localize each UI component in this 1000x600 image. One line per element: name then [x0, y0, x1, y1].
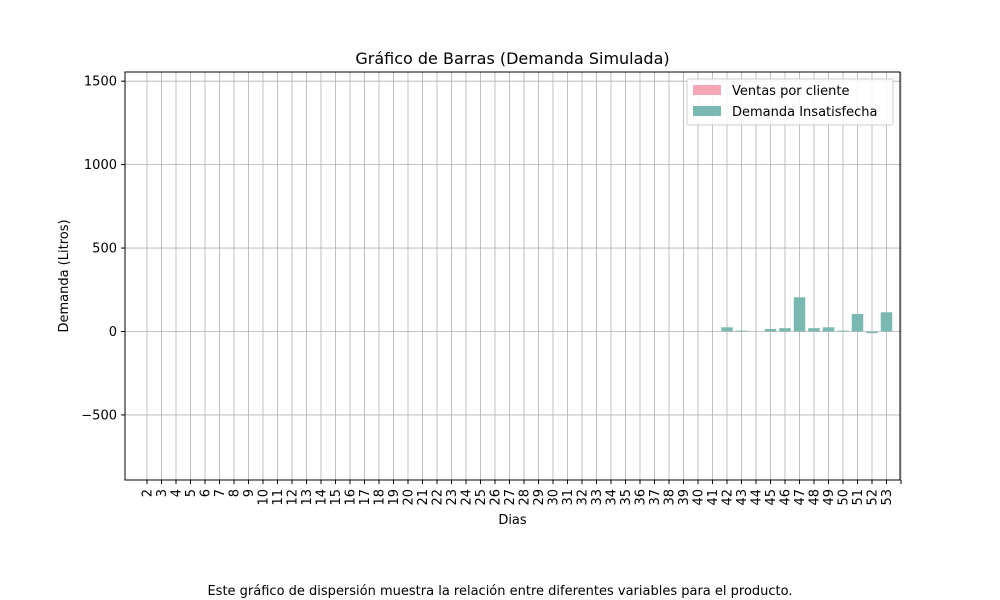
legend: Ventas por cliente Demanda Insatisfecha: [686, 78, 894, 126]
x-tick-label: 33: [590, 489, 605, 506]
x-axis-label: Dias: [498, 513, 527, 528]
bar-demanda-insatisfecha: [779, 328, 791, 332]
x-tick-label: 3: [155, 489, 170, 497]
x-tick-label: 52: [866, 489, 881, 506]
y-tick-label: −500: [81, 408, 117, 423]
bar-demanda-insatisfecha: [851, 313, 864, 332]
bar-demanda-insatisfecha: [837, 330, 849, 332]
x-tick-label: 28: [518, 489, 533, 506]
bar-demanda-insatisfecha: [764, 328, 777, 332]
x-tick-label: 16: [344, 489, 359, 506]
y-tick-label: 1500: [84, 75, 117, 90]
x-tick-label: 5: [184, 489, 199, 497]
x-tick-label: 34: [605, 489, 620, 506]
x-tick-label: 49: [822, 489, 837, 506]
x-tick-label: 47: [793, 489, 808, 506]
x-tick-label: 7: [213, 489, 228, 497]
y-axis-ticks: −500 0 500 1000 1500: [81, 75, 125, 423]
x-tick-label: 24: [460, 489, 475, 506]
chart-caption: Este gráfico de dispersión muestra la re…: [207, 584, 793, 599]
x-tick-label: 48: [808, 489, 823, 506]
chart-title: Gráfico de Barras (Demanda Simulada): [355, 49, 669, 68]
legend-box: [686, 78, 894, 126]
x-tick-label: 45: [764, 489, 779, 506]
legend-label-demanda: Demanda Insatisfecha: [732, 105, 877, 120]
x-tick-label: 8: [228, 489, 243, 497]
y-tick-label: 0: [109, 325, 117, 340]
x-tick-label: 35: [619, 489, 634, 506]
legend-swatch-ventas: [693, 85, 721, 95]
x-tick-label: 41: [706, 489, 721, 506]
x-tick-label: 50: [837, 489, 852, 506]
bar-demanda-insatisfecha: [866, 331, 878, 334]
x-tick-label: 39: [677, 489, 692, 506]
bar-demanda-insatisfecha: [721, 327, 733, 332]
bar-demanda-insatisfecha: [880, 312, 893, 332]
x-tick-label: 30: [547, 489, 562, 506]
bars: [721, 297, 893, 334]
legend-swatch-demanda: [693, 106, 721, 116]
x-tick-label: 14: [315, 489, 330, 506]
x-tick-label: 15: [329, 489, 344, 506]
bar-demanda-insatisfecha: [735, 330, 748, 332]
y-axis-label: Demanda (Litros): [57, 219, 72, 332]
bar-demanda-insatisfecha: [822, 327, 835, 332]
x-tick-label: 2: [141, 489, 156, 497]
x-tick-label: 27: [503, 489, 518, 506]
x-tick-label: 40: [692, 489, 707, 506]
x-tick-label: 13: [300, 489, 315, 506]
x-tick-label: 31: [561, 489, 576, 506]
y-tick-label: 500: [92, 242, 117, 257]
x-tick-label: 4: [170, 489, 185, 497]
x-tick-label: 32: [576, 489, 591, 506]
x-tick-label: 37: [648, 489, 663, 506]
bar-demanda-insatisfecha: [793, 297, 806, 332]
x-tick-label: 29: [532, 489, 547, 506]
x-tick-label: 25: [474, 489, 489, 506]
x-tick-label: 17: [358, 489, 373, 506]
x-tick-label: 51: [851, 489, 866, 506]
x-tick-label: 10: [257, 489, 272, 506]
x-tick-label: 20: [402, 489, 417, 506]
x-axis-ticks: 2 3 4 5 6 7 8 9 10 11 12 13 14 15 16 17 18 19 20 21 22 23 24 25…: [141, 480, 902, 506]
x-tick-label: 44: [750, 489, 765, 506]
grid: [125, 72, 902, 480]
x-tick-label: 19: [387, 489, 402, 506]
x-tick-label: 6: [199, 489, 214, 497]
bar-demanda-insatisfecha: [808, 328, 820, 332]
x-tick-label: 12: [286, 489, 301, 506]
x-tick-label: 42: [721, 489, 736, 506]
x-tick-label: 26: [489, 489, 504, 506]
y-tick-label: 1000: [84, 158, 117, 173]
x-tick-label: 11: [271, 489, 286, 506]
x-tick-label: 53: [880, 489, 895, 506]
x-tick-label: 22: [431, 489, 446, 506]
x-tick-label: 21: [416, 489, 431, 506]
plot-frame: [124, 71, 901, 481]
x-tick-label: 36: [634, 489, 649, 506]
legend-label-ventas: Ventas por cliente: [732, 84, 849, 99]
x-tick-label: 43: [735, 489, 750, 506]
x-tick-label: 18: [373, 489, 388, 506]
x-tick-label: 46: [779, 489, 794, 506]
x-tick-label: 23: [445, 489, 460, 506]
x-tick-label: 9: [242, 489, 257, 497]
x-tick-label: 38: [663, 489, 678, 506]
